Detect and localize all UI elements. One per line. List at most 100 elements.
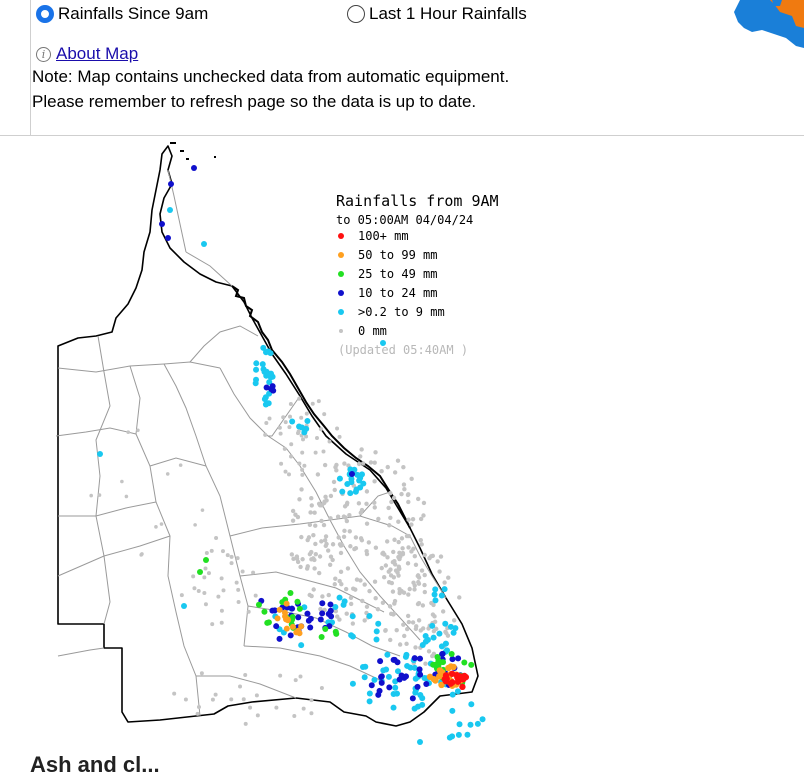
station-dot <box>126 430 131 435</box>
station-dot <box>376 516 381 522</box>
about-map-link[interactable]: About Map <box>56 44 139 63</box>
station-dot <box>422 589 428 595</box>
station-dot <box>277 425 282 430</box>
station-dot <box>243 673 248 678</box>
station-dot <box>448 670 456 677</box>
station-dot <box>371 676 378 683</box>
station-dot <box>203 557 209 563</box>
station-dot <box>197 569 203 575</box>
station-dot <box>413 562 419 567</box>
station-dot <box>309 549 314 555</box>
station-dot <box>450 629 457 636</box>
map-legend: Rainfalls from 9AM to 05:00AM 04/04/24 1… <box>336 192 499 357</box>
map-subtitle: to 05:00AM 04/04/24 <box>336 213 473 227</box>
station-dot <box>364 501 369 507</box>
station-dot <box>333 576 338 581</box>
station-dot <box>429 600 434 606</box>
station-dot <box>202 575 207 580</box>
station-dot <box>159 522 164 526</box>
station-dot <box>373 628 380 635</box>
station-dot <box>288 454 293 459</box>
station-dot <box>423 661 428 666</box>
radio-unchecked-icon[interactable] <box>347 5 365 23</box>
station-dot <box>429 622 436 629</box>
station-dot <box>196 589 201 594</box>
station-dot <box>426 649 432 654</box>
islands <box>170 142 216 160</box>
radio-checked-icon[interactable] <box>36 5 54 23</box>
station-dot <box>301 429 308 436</box>
station-dot <box>338 543 344 548</box>
station-dot <box>372 460 377 465</box>
station-dot <box>396 564 402 569</box>
station-dot <box>336 475 343 482</box>
station-dot <box>181 603 187 609</box>
station-dot <box>401 622 406 627</box>
station-dot <box>412 587 417 592</box>
station-dot <box>399 491 404 497</box>
station-dot <box>336 535 341 540</box>
since-9am-option[interactable]: Rainfalls Since 9am <box>36 4 208 24</box>
station-dot <box>360 461 366 466</box>
station-dot <box>326 592 331 598</box>
station-dot <box>295 614 302 621</box>
station-dot <box>367 588 372 594</box>
station-dot <box>331 479 337 485</box>
last-hour-option[interactable]: Last 1 Hour Rainfalls <box>347 4 527 24</box>
station-dot <box>282 446 287 451</box>
station-dot <box>342 528 347 534</box>
section-heading: Ash and cl... <box>30 752 160 777</box>
station-dot <box>268 370 275 377</box>
station-dot <box>333 464 338 470</box>
info-icon: i <box>36 46 51 62</box>
station-dot <box>415 496 421 502</box>
station-dot <box>404 641 409 647</box>
station-dot <box>259 361 266 368</box>
station-dot <box>319 610 326 617</box>
station-dot <box>445 664 452 672</box>
station-dot <box>214 535 219 540</box>
legend-swatch <box>338 233 344 239</box>
station-dot <box>328 554 334 559</box>
station-dot <box>191 574 196 579</box>
station-dot <box>455 731 462 738</box>
station-dot <box>412 675 419 682</box>
station-dot <box>178 463 183 467</box>
station-dot <box>388 490 393 496</box>
station-dot <box>300 472 305 477</box>
last-hour-label[interactable]: Last 1 Hour Rainfalls <box>369 4 527 23</box>
station-dot <box>344 518 350 524</box>
station-dot <box>253 360 260 367</box>
about-map-row: i About Map <box>36 44 138 64</box>
station-dot <box>388 637 393 643</box>
station-dot <box>341 598 348 605</box>
station-dot <box>457 595 462 600</box>
station-dot <box>317 554 323 559</box>
since-9am-label[interactable]: Rainfalls Since 9am <box>58 4 209 23</box>
station-dot <box>308 510 313 515</box>
station-dot <box>467 721 474 728</box>
station-dot <box>409 695 416 702</box>
station-dot <box>299 534 304 540</box>
station-dot <box>350 621 356 626</box>
australia-thumbnail[interactable] <box>722 0 804 55</box>
station-dot <box>263 432 268 437</box>
station-dot <box>422 572 427 578</box>
station-dot <box>392 684 399 691</box>
station-dot <box>332 603 339 610</box>
station-dot <box>391 549 396 555</box>
station-dot <box>347 512 352 518</box>
station-dot <box>424 636 431 643</box>
station-dot <box>323 534 329 539</box>
station-dot <box>199 671 204 676</box>
station-dot <box>416 666 423 673</box>
station-dot <box>373 450 378 455</box>
station-dot <box>411 664 418 671</box>
station-dot <box>97 451 103 457</box>
station-dot <box>366 698 373 705</box>
station-dot <box>392 470 398 475</box>
station-dot <box>327 601 334 608</box>
station-dot <box>372 505 377 510</box>
station-dot <box>342 504 348 509</box>
station-dot <box>448 651 455 658</box>
